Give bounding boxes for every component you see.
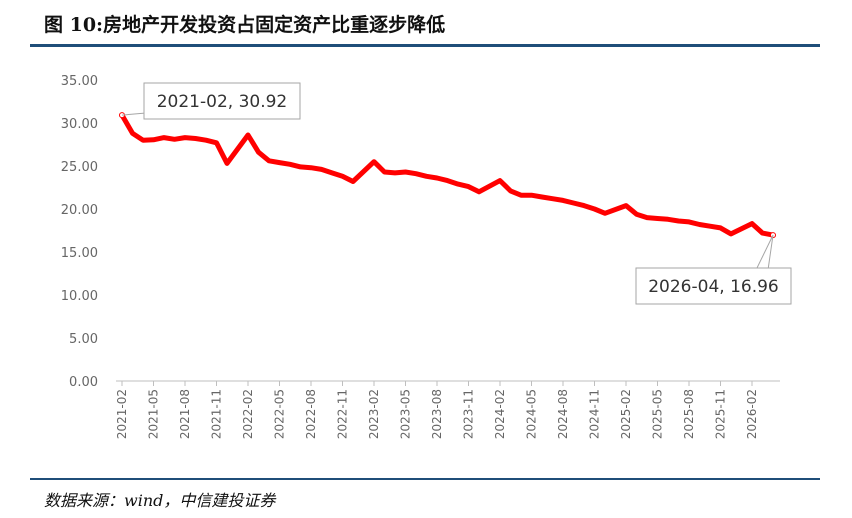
x-tick-label: 2022-08 <box>304 389 318 439</box>
x-tick-label: 2026-02 <box>745 389 759 439</box>
y-tick-label: 20.00 <box>61 203 98 218</box>
data-callout-label: 2026-04, 16.96 <box>648 277 779 297</box>
x-tick-label: 2024-08 <box>556 389 570 439</box>
callout-leader <box>767 235 774 271</box>
x-tick-label: 2023-08 <box>430 389 444 439</box>
x-tick-label: 2021-02 <box>115 389 129 439</box>
y-tick-label: 15.00 <box>61 246 98 261</box>
series-line <box>119 112 776 238</box>
x-tick-label: 2025-05 <box>651 389 665 439</box>
x-tick-label: 2023-11 <box>462 389 476 439</box>
x-tick-label: 2023-05 <box>399 389 413 439</box>
x-tick-label: 2024-11 <box>588 389 602 439</box>
title-divider <box>30 44 820 47</box>
data-callout-box <box>635 267 792 305</box>
x-tick-label: 2025-02 <box>619 389 633 439</box>
x-tick-label: 2022-11 <box>336 389 350 439</box>
x-tick-label: 2023-02 <box>367 389 381 439</box>
callout-leader <box>121 112 147 116</box>
y-tick-label: 25.00 <box>61 160 98 175</box>
y-tick-label: 35.00 <box>61 74 98 89</box>
data-callout-label: 2021-02, 30.92 <box>157 92 288 112</box>
y-tick-label: 10.00 <box>61 289 98 304</box>
x-tick-label: 2021-11 <box>210 389 224 439</box>
y-tick-label: 5.00 <box>69 332 98 347</box>
callout-leader <box>755 234 774 271</box>
x-tick-label: 2024-02 <box>493 389 507 439</box>
x-tick-label: 2021-08 <box>178 389 192 439</box>
x-tick-label: 2022-05 <box>273 389 287 439</box>
figure-title: 图 10:房地产开发投资占固定资产比重逐步降低 <box>44 14 446 36</box>
x-tick-label: 2024-05 <box>525 389 539 439</box>
data-callout-box <box>143 82 301 120</box>
x-tick-label: 2022-02 <box>241 389 255 439</box>
y-tick-label: 0.00 <box>69 375 98 390</box>
x-tick-label: 2025-11 <box>714 389 728 439</box>
x-tick-label: 2021-05 <box>147 389 161 439</box>
source-note: 数据来源：wind，中信建投证券 <box>44 491 276 510</box>
x-tick-label: 2025-08 <box>682 389 696 439</box>
y-tick-label: 30.00 <box>61 117 98 132</box>
source-divider <box>30 478 820 480</box>
